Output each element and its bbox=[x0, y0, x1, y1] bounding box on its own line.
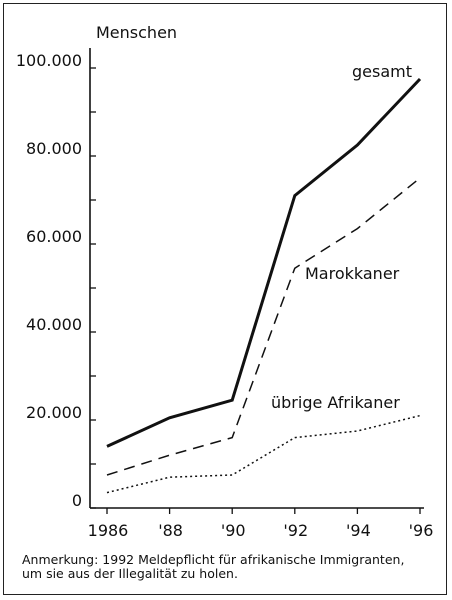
x-tick-label: 1986 bbox=[88, 521, 129, 540]
axes bbox=[89, 48, 424, 509]
x-tick-label: '94 bbox=[346, 521, 371, 540]
footnote: Anmerkung: 1992 Meldepflicht für afrikan… bbox=[22, 553, 442, 581]
series-label-3: übrige Afrikaner bbox=[271, 393, 400, 412]
y-tick-label: 80.000 bbox=[26, 139, 82, 158]
footnote-line-1: Anmerkung: 1992 Meldepflicht für afrikan… bbox=[22, 552, 405, 567]
footnote-line-2: um sie aus der Illegalität zu holen. bbox=[22, 566, 238, 581]
series-line-1 bbox=[106, 77, 422, 448]
series-label-1: gesamt bbox=[352, 62, 412, 81]
chart-frame bbox=[3, 3, 447, 595]
series-line-3 bbox=[106, 414, 421, 494]
y-tick-label: 0 bbox=[72, 491, 82, 510]
series-labels: gesamt Marokkaner übrige Afrikaner bbox=[271, 62, 412, 412]
x-ticks: 1986 '88 '90 '92 '94 '96 bbox=[88, 508, 434, 540]
y-ticks: 0 20.000 40.000 60.000 80.000 100.000 bbox=[16, 51, 96, 510]
series-line-2 bbox=[106, 177, 421, 476]
y-axis-label: Menschen bbox=[96, 23, 177, 42]
y-tick-label: 60.000 bbox=[26, 227, 82, 246]
x-tick-label: '96 bbox=[409, 521, 434, 540]
x-tick-label: '88 bbox=[158, 521, 183, 540]
x-tick-label: '90 bbox=[221, 521, 246, 540]
series-label-2: Marokkaner bbox=[305, 264, 400, 283]
y-tick-label: 20.000 bbox=[26, 403, 82, 422]
series-group bbox=[106, 77, 422, 494]
x-tick-label: '92 bbox=[283, 521, 308, 540]
y-tick-label: 100.000 bbox=[16, 51, 82, 70]
y-tick-label: 40.000 bbox=[26, 315, 82, 334]
